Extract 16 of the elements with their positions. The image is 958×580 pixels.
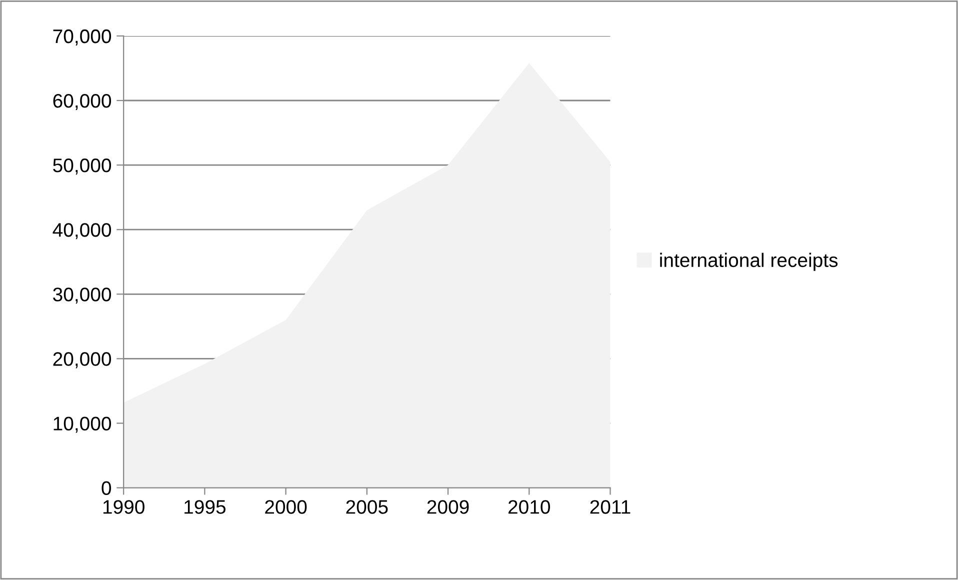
x-tick-label: 1995 bbox=[184, 500, 226, 514]
y-tick-label: 0 bbox=[102, 481, 112, 496]
x-tick-label: 2009 bbox=[427, 500, 469, 514]
y-tick-label: 20,000 bbox=[53, 352, 112, 368]
legend-label: international receipts bbox=[660, 252, 838, 271]
x-tick-label: 2011 bbox=[590, 500, 630, 514]
x-tick-label: 1990 bbox=[103, 500, 144, 514]
y-tick-label: 50,000 bbox=[53, 158, 112, 175]
y-tick-label: 30,000 bbox=[53, 288, 112, 304]
x-tick-label: 2010 bbox=[508, 500, 550, 514]
y-tick-label: 70,000 bbox=[53, 29, 112, 46]
x-tick-label: 2005 bbox=[346, 500, 388, 514]
y-tick-label: 60,000 bbox=[53, 94, 112, 110]
y-tick-label: 10,000 bbox=[54, 416, 112, 433]
y-tick-label: 40,000 bbox=[52, 223, 112, 240]
x-tick-label: 2000 bbox=[265, 500, 307, 514]
